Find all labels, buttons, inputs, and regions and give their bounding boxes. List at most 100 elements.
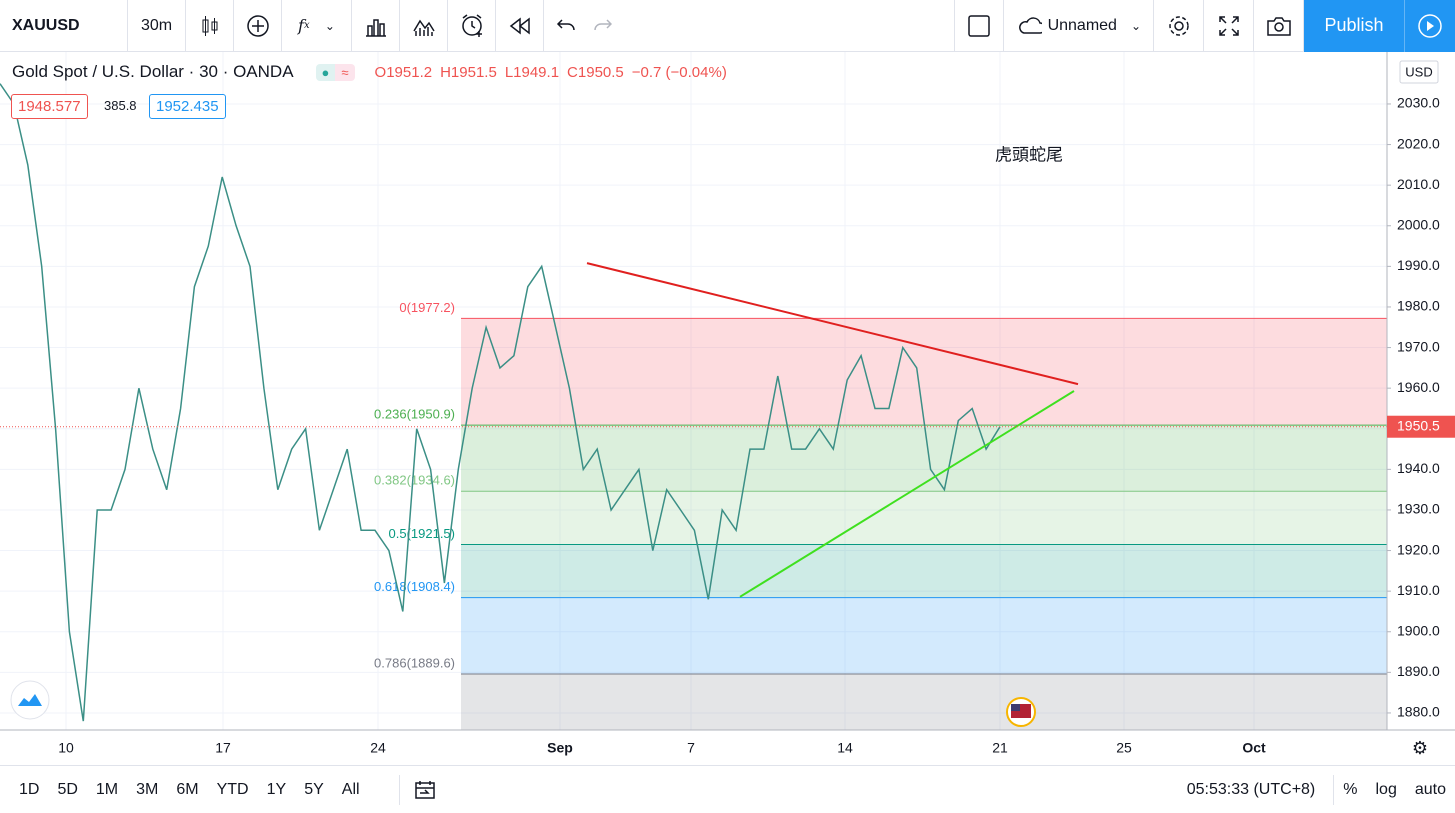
fib-zone xyxy=(461,491,1387,545)
y-tick-label: 1900.0 xyxy=(1397,622,1440,638)
event-flag-canton xyxy=(1011,704,1020,711)
icon xyxy=(1168,15,1189,36)
date-range[interactable] xyxy=(398,774,436,805)
range-button[interactable]: 1D xyxy=(19,780,40,798)
layout-name: Unnamed xyxy=(1047,16,1117,34)
x-tick-label: Oct xyxy=(1242,740,1266,756)
fib-label: 0.618(1908.4) xyxy=(374,579,455,594)
fib-zone xyxy=(461,425,1387,492)
publish-menu[interactable] xyxy=(1404,0,1455,52)
interval[interactable]: 30m xyxy=(128,0,186,52)
publish-button[interactable]: Publish xyxy=(1304,0,1404,52)
y-tick-label: 2010.0 xyxy=(1397,176,1440,192)
undo-redo[interactable] xyxy=(544,0,624,52)
trend-line xyxy=(586,262,1079,386)
range-button[interactable]: YTD xyxy=(216,780,249,798)
multi-chart[interactable] xyxy=(954,0,1004,52)
low: L1949.1 xyxy=(504,63,560,81)
symbol-title: Gold Spot / U.S. Dollar · 30 · OANDA xyxy=(12,62,294,81)
range-button[interactable]: All xyxy=(341,780,360,798)
icon xyxy=(366,18,386,37)
icon xyxy=(1418,13,1442,38)
y-tick-label: 1960.0 xyxy=(1397,379,1440,395)
scale-option[interactable]: log xyxy=(1375,780,1397,798)
range-button[interactable]: 5D xyxy=(57,780,78,798)
status: ● ≈ xyxy=(315,63,355,81)
settings[interactable] xyxy=(1154,0,1204,52)
high: H1951.5 xyxy=(440,63,497,81)
trend-line xyxy=(739,390,1075,598)
close: C1950.5 xyxy=(567,63,624,81)
icon xyxy=(968,14,990,37)
symbol-search[interactable]: XAUUSD xyxy=(0,0,128,52)
range-button[interactable]: 3M xyxy=(136,780,159,798)
x-tick-label: 21 xyxy=(992,740,1008,756)
spread: 385.8 xyxy=(104,98,137,113)
currency: USD xyxy=(1405,64,1432,79)
y-tick-label: 1980.0 xyxy=(1397,298,1440,314)
chart-pane: 0(1977.2) 0.236(1950.9) 0.382(1934.6) 0.5(1… xyxy=(0,52,1455,765)
y-tick-label: 2030.0 xyxy=(1397,95,1440,111)
fib-zone xyxy=(461,673,1387,730)
replay[interactable] xyxy=(496,0,544,52)
y-tick-label: 1920.0 xyxy=(1397,541,1440,557)
annotation: 虎頭蛇尾 xyxy=(995,145,1063,164)
range-button[interactable]: 5Y xyxy=(304,780,324,798)
y-tick-label: 2000.0 xyxy=(1397,216,1440,232)
open: O1951.2 xyxy=(374,63,433,81)
last-price-label: 1950.5 xyxy=(1397,417,1440,433)
fib-label: 0.786(1889.6) xyxy=(374,655,455,670)
x-tick-label: 14 xyxy=(837,740,853,756)
x-tick-label: 10 xyxy=(58,740,74,756)
sell-price[interactable]: 1948.577 xyxy=(11,94,88,119)
scale-option[interactable]: auto xyxy=(1414,780,1446,798)
templates[interactable] xyxy=(400,0,448,52)
range-button[interactable]: 6M xyxy=(176,780,199,798)
compare[interactable] xyxy=(234,0,282,52)
range-button[interactable]: 1M xyxy=(95,780,119,798)
change: −0.7 (−0.04%) xyxy=(631,63,727,81)
snapshot[interactable] xyxy=(1254,0,1304,52)
settings-gear: ⚙ xyxy=(1412,738,1428,758)
y-tick-label: 1930.0 xyxy=(1397,501,1440,517)
financials[interactable] xyxy=(352,0,400,52)
fib-zone xyxy=(461,544,1387,598)
x-tick-label: 24 xyxy=(370,740,386,756)
icon xyxy=(594,18,612,30)
bottom-toolbar: 1D 5D 1M 3M 6M YTD 1Y 5Y All 05:53:33 (UTC+8) % l… xyxy=(0,765,1455,813)
y-tick-label: 1990.0 xyxy=(1397,257,1440,273)
fib-label: 0.5(1921.5) xyxy=(389,526,456,541)
price-line xyxy=(0,83,1001,722)
alert[interactable] xyxy=(448,0,496,52)
currency-box xyxy=(1399,60,1439,84)
time-axis xyxy=(0,730,1455,765)
range-button[interactable]: 1Y xyxy=(266,780,287,798)
icon xyxy=(414,780,435,799)
fib-label: 0.236(1950.9) xyxy=(374,407,455,422)
legend: Gold Spot / U.S. Dollar · 30 · OANDA ● ≈ … xyxy=(12,62,727,82)
layout[interactable]: Unnamed ⌄ xyxy=(1004,0,1154,52)
logo xyxy=(10,680,50,720)
fib-label: 0.382(1934.6) xyxy=(374,473,455,488)
chart-style[interactable] xyxy=(186,0,234,52)
scale-option[interactable]: % xyxy=(1343,780,1358,798)
clock[interactable]: 05:53:33 (UTC+8) xyxy=(1186,780,1316,798)
y-tick-label: 2020.0 xyxy=(1397,135,1440,151)
icon xyxy=(462,13,482,37)
x-tick-label: 17 xyxy=(215,740,231,756)
icon xyxy=(247,14,269,37)
icon xyxy=(202,15,217,36)
fullscreen[interactable] xyxy=(1204,0,1254,52)
icon xyxy=(509,16,530,35)
y-tick-label: 1880.0 xyxy=(1397,704,1440,720)
fib-zone xyxy=(461,597,1387,674)
scale-options: % log auto xyxy=(1333,774,1455,805)
buy-price[interactable]: 1952.435 xyxy=(149,94,226,119)
icon xyxy=(1019,16,1042,34)
logo-mark xyxy=(18,694,42,706)
y-tick-label: 1910.0 xyxy=(1397,582,1440,598)
x-tick-label: 7 xyxy=(687,740,695,756)
